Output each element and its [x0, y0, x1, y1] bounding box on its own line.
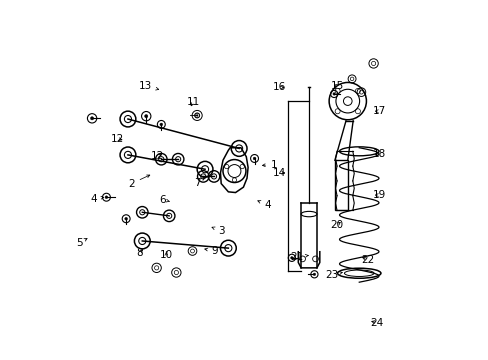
- Circle shape: [332, 93, 335, 95]
- Text: 18: 18: [372, 149, 385, 159]
- Text: 17: 17: [372, 106, 385, 116]
- Text: 19: 19: [372, 190, 385, 200]
- Text: 16: 16: [272, 82, 285, 93]
- Text: 22: 22: [360, 255, 373, 265]
- Text: 11: 11: [186, 97, 200, 107]
- Circle shape: [144, 114, 147, 118]
- Text: 3: 3: [212, 226, 224, 236]
- Text: 13: 13: [139, 81, 159, 91]
- Text: 15: 15: [330, 81, 344, 91]
- Circle shape: [160, 123, 163, 126]
- Text: 10: 10: [160, 249, 173, 260]
- Circle shape: [312, 273, 315, 275]
- Circle shape: [90, 117, 94, 120]
- Text: 6: 6: [159, 195, 169, 205]
- Text: 21: 21: [289, 252, 308, 262]
- Text: 23: 23: [325, 270, 342, 280]
- Circle shape: [105, 196, 107, 199]
- Text: 2: 2: [128, 175, 149, 189]
- Text: 9: 9: [204, 246, 218, 256]
- Text: 1: 1: [262, 159, 277, 170]
- Text: 7: 7: [193, 177, 204, 188]
- Text: 5: 5: [76, 238, 87, 248]
- Text: 4: 4: [257, 200, 270, 210]
- Circle shape: [253, 157, 255, 160]
- Text: 8: 8: [136, 248, 143, 258]
- Text: 12: 12: [110, 134, 123, 144]
- Bar: [334, 160, 347, 211]
- Circle shape: [124, 217, 127, 220]
- Text: 14: 14: [272, 168, 285, 178]
- Circle shape: [196, 114, 198, 116]
- Text: 12: 12: [151, 150, 164, 161]
- Circle shape: [290, 257, 292, 259]
- Text: 24: 24: [370, 318, 383, 328]
- Text: 20: 20: [330, 220, 343, 230]
- Text: 4: 4: [90, 194, 103, 204]
